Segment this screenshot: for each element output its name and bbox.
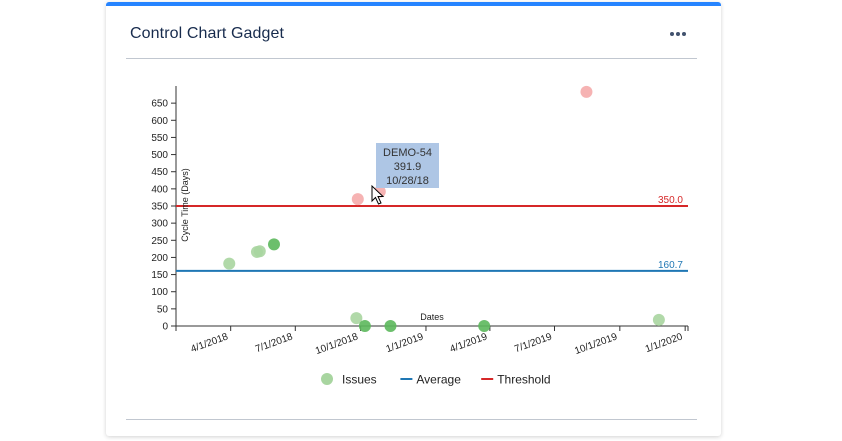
y-tick-label: 600 [151,116,168,127]
x-tick-label: 7/1/2018 [254,331,295,355]
header-divider [126,58,697,59]
issue-point[interactable] [478,320,491,332]
y-tick-label: 400 [151,184,168,195]
y-axis: 0 50 100 150 200 250 300 350 400 450 500 550 600 650 [151,86,177,333]
tooltip-date: 10/28/18 [386,175,429,187]
x-tick-label: 10/1/2018 [314,331,360,357]
issue-point[interactable] [350,312,363,325]
y-tick-label: 500 [151,150,168,161]
y-tick-label: 250 [151,236,168,247]
threshold-line-label: 350.0 [658,195,683,206]
x-axis: 4/1/2018 7/1/2018 10/1/2018 1/1/2019 4/1/201… [175,325,689,357]
issue-point[interactable] [384,320,397,332]
x-tick-label: 10/1/2019 [573,331,619,357]
footer-divider [126,419,697,420]
average-line-label: 160.7 [658,260,683,271]
y-tick-label: 450 [151,167,168,178]
x-tick-label: 1/1/2020 [644,331,685,355]
issue-point[interactable] [358,320,371,332]
tooltip-value: 391.9 [394,161,422,173]
x-tick-label: 4/1/2018 [189,331,230,355]
y-tick-label: 150 [151,270,168,281]
issue-point[interactable] [580,85,593,98]
y-tick-label: 200 [151,253,168,264]
y-tick-label: 0 [162,322,168,333]
gadget-title: Control Chart Gadget [130,25,285,42]
y-tick-label: 650 [151,99,168,110]
legend-item-label: Threshold [497,373,550,387]
x-tick-label: 7/1/2019 [513,331,554,355]
issue-point[interactable] [253,245,266,258]
x-tick-label: 1/1/2019 [385,331,426,355]
y-tick-label: 550 [151,133,168,144]
legend-item-label: Average [416,373,461,387]
issue-point[interactable] [223,257,236,270]
y-tick-label: 100 [151,287,168,298]
y-axis-label: Cycle Time (Days) [180,168,190,242]
legend-issues-marker [321,373,333,385]
tooltip-key: DEMO-54 [383,147,432,159]
more-options-button[interactable] [665,24,691,44]
x-axis-label: Dates [420,312,444,322]
chart-legend: Issues Average Threshold [321,373,551,387]
issue-point[interactable] [351,193,364,206]
mouse-cursor-icon [371,184,385,205]
control-chart-gadget: Control Chart Gadget [106,2,721,436]
issue-point[interactable] [652,313,665,326]
x-tick-label: 4/1/2019 [449,331,490,355]
legend-item-label: Issues [342,373,377,387]
y-tick-label: 50 [157,304,169,315]
y-tick-label: 350 [151,202,168,213]
reference-lines: 160.7 350.0 [176,195,688,272]
y-tick-label: 300 [151,219,168,230]
point-tooltip: DEMO-54 391.9 10/28/18 [376,143,439,188]
issue-point[interactable] [267,238,280,251]
more-horizontal-icon [670,32,674,36]
issue-points [223,85,665,332]
